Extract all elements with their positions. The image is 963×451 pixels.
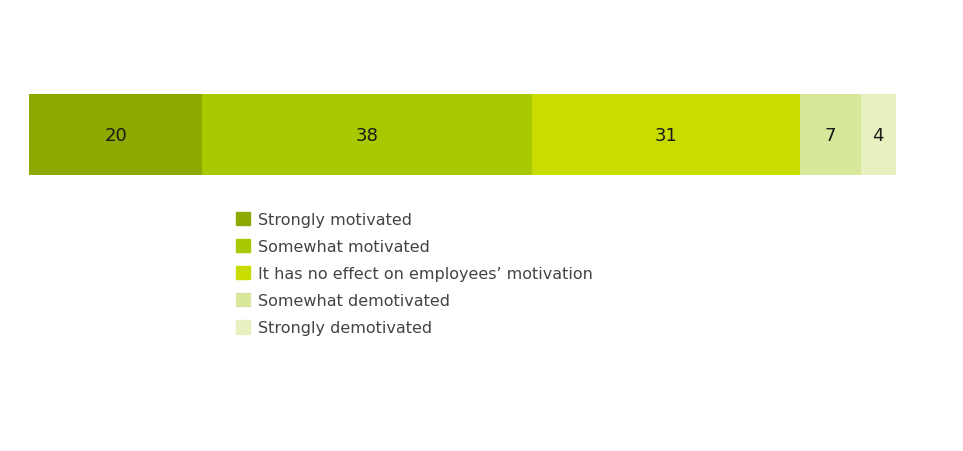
Legend: Strongly motivated, Somewhat motivated, It has no effect on employees’ motivatio: Strongly motivated, Somewhat motivated, … (229, 206, 600, 342)
Bar (202, 95, 532, 176)
Text: 7: 7 (825, 126, 836, 144)
Text: 31: 31 (655, 126, 677, 144)
Text: 38: 38 (355, 126, 378, 144)
Bar (800, 95, 861, 176)
Bar (861, 95, 896, 176)
Text: 20: 20 (104, 126, 127, 144)
Text: 4: 4 (872, 126, 884, 144)
Bar (29, 95, 202, 176)
Bar (532, 95, 800, 176)
